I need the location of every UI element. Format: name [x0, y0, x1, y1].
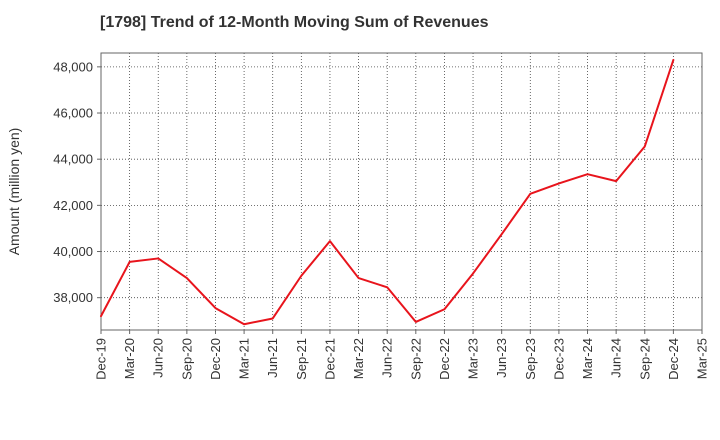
x-tick-label: Jun-21 — [265, 338, 280, 378]
x-tick-label: Jun-20 — [151, 338, 166, 378]
y-tick-label: 46,000 — [53, 106, 93, 121]
y-tick-label: 38,000 — [53, 290, 93, 305]
plot-frame — [100, 52, 703, 331]
y-tick-label: 42,000 — [53, 198, 93, 213]
y-axis-label: Amount (million yen) — [6, 128, 22, 256]
chart-title: [1798] Trend of 12-Month Moving Sum of R… — [100, 14, 489, 31]
x-tick-label: Dec-20 — [208, 338, 223, 380]
x-tick-label: Mar-24 — [580, 338, 595, 379]
series-layer — [100, 58, 675, 326]
x-axis-ticks: Dec-19 Mar-20 Jun-20 Sep-20 Dec-20 Mar-21 Jun-… — [94, 330, 710, 380]
x-tick-label: Mar-20 — [122, 338, 137, 379]
y-tick-label: 44,000 — [53, 152, 93, 167]
grid-lines — [100, 53, 703, 330]
x-tick-label: Mar-25 — [695, 338, 710, 379]
y-axis-ticks: 38,000 40,000 42,000 44,000 46,000 48,000 — [53, 59, 101, 305]
x-tick-label: Dec-23 — [551, 338, 566, 380]
x-tick-label: Sep-22 — [408, 338, 423, 380]
x-tick-label: Dec-24 — [666, 338, 681, 380]
x-tick-label: Mar-23 — [466, 338, 481, 379]
y-tick-label: 48,000 — [53, 59, 93, 74]
x-tick-label: Dec-19 — [94, 338, 109, 380]
x-tick-label: Jun-24 — [609, 338, 624, 378]
x-tick-label: Sep-21 — [294, 338, 309, 380]
x-tick-label: Dec-22 — [437, 338, 452, 380]
x-tick-label: Mar-22 — [351, 338, 366, 379]
x-tick-label: Jun-22 — [380, 338, 395, 378]
x-tick-label: Sep-24 — [637, 338, 652, 380]
x-tick-label: Jun-23 — [494, 338, 509, 378]
y-tick-label: 40,000 — [53, 244, 93, 259]
x-tick-label: Mar-21 — [237, 338, 252, 379]
x-tick-label: Sep-23 — [523, 338, 538, 380]
x-tick-label: Sep-20 — [179, 338, 194, 380]
x-tick-label: Dec-21 — [322, 338, 337, 380]
